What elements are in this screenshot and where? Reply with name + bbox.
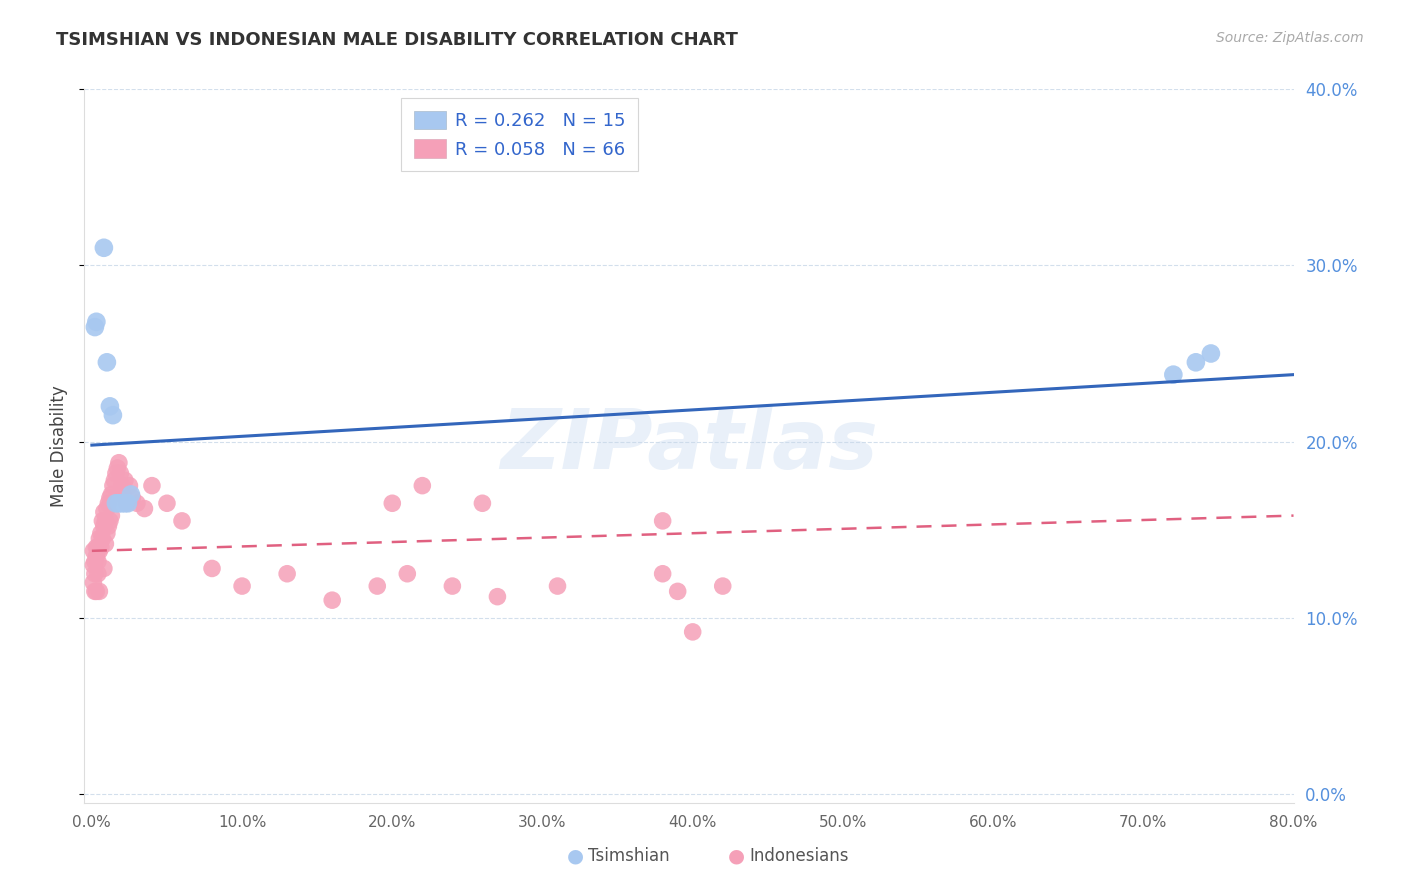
- Point: [117, 496, 139, 510]
- Point: [87, 541, 110, 555]
- Point: [276, 566, 298, 581]
- Point: [108, 456, 131, 470]
- Point: [112, 487, 135, 501]
- Point: [83, 584, 105, 599]
- Point: [411, 478, 433, 492]
- Point: [651, 514, 673, 528]
- Point: [110, 467, 132, 481]
- Point: [93, 505, 115, 519]
- Point: [98, 491, 121, 505]
- Point: [100, 487, 122, 501]
- Text: ●: ●: [728, 847, 745, 866]
- Point: [100, 508, 122, 523]
- Point: [91, 514, 114, 528]
- Point: [93, 519, 115, 533]
- Point: [96, 355, 118, 369]
- Point: [90, 541, 112, 555]
- Point: [111, 478, 134, 492]
- Point: [441, 579, 464, 593]
- Point: [114, 474, 136, 488]
- Point: [201, 561, 224, 575]
- Point: [82, 544, 104, 558]
- Point: [86, 541, 108, 555]
- Point: [486, 590, 509, 604]
- Point: [83, 554, 105, 568]
- Point: [666, 584, 689, 599]
- Point: [87, 566, 110, 581]
- Point: [97, 519, 120, 533]
- Point: [101, 408, 124, 422]
- Point: [108, 496, 131, 510]
- Text: ZIPatlas: ZIPatlas: [501, 406, 877, 486]
- Point: [89, 532, 111, 546]
- Point: [93, 241, 115, 255]
- Point: [141, 478, 163, 492]
- Y-axis label: Male Disability: Male Disability: [51, 385, 69, 507]
- Point: [396, 566, 419, 581]
- Point: [96, 501, 118, 516]
- Point: [1199, 346, 1222, 360]
- Point: [96, 526, 118, 541]
- Point: [471, 496, 494, 510]
- Point: [86, 549, 108, 563]
- Text: ●: ●: [567, 847, 583, 866]
- Legend: R = 0.262   N = 15, R = 0.058   N = 66: R = 0.262 N = 15, R = 0.058 N = 66: [401, 98, 638, 171]
- Point: [86, 584, 108, 599]
- Point: [89, 544, 111, 558]
- Point: [1163, 368, 1185, 382]
- Text: Tsimshian: Tsimshian: [588, 847, 669, 865]
- Point: [104, 496, 127, 510]
- Text: Indonesians: Indonesians: [749, 847, 849, 865]
- Point: [83, 566, 105, 581]
- Point: [1185, 355, 1208, 369]
- Point: [134, 501, 156, 516]
- Point: [366, 579, 388, 593]
- Point: [711, 579, 734, 593]
- Text: Source: ZipAtlas.com: Source: ZipAtlas.com: [1216, 31, 1364, 45]
- Point: [107, 461, 129, 475]
- Point: [94, 514, 117, 528]
- Point: [651, 566, 673, 581]
- Point: [83, 320, 105, 334]
- Point: [98, 514, 121, 528]
- Point: [94, 537, 117, 551]
- Point: [682, 624, 704, 639]
- Point: [86, 315, 108, 329]
- Point: [98, 400, 121, 414]
- Point: [115, 496, 138, 510]
- Point: [321, 593, 343, 607]
- Point: [103, 474, 125, 488]
- Text: TSIMSHIAN VS INDONESIAN MALE DISABILITY CORRELATION CHART: TSIMSHIAN VS INDONESIAN MALE DISABILITY …: [56, 31, 738, 49]
- Point: [170, 514, 193, 528]
- Point: [89, 584, 111, 599]
- Point: [82, 575, 104, 590]
- Point: [547, 579, 569, 593]
- Point: [111, 496, 134, 510]
- Point: [120, 487, 142, 501]
- Point: [381, 496, 404, 510]
- Point: [90, 526, 112, 541]
- Point: [101, 478, 124, 492]
- Point: [125, 496, 148, 510]
- Point: [118, 478, 141, 492]
- Point: [87, 554, 110, 568]
- Point: [97, 496, 120, 510]
- Point: [104, 467, 127, 481]
- Point: [156, 496, 179, 510]
- Point: [91, 532, 114, 546]
- Point: [231, 579, 253, 593]
- Point: [93, 561, 115, 575]
- Point: [82, 558, 104, 572]
- Point: [121, 491, 143, 505]
- Point: [114, 496, 136, 510]
